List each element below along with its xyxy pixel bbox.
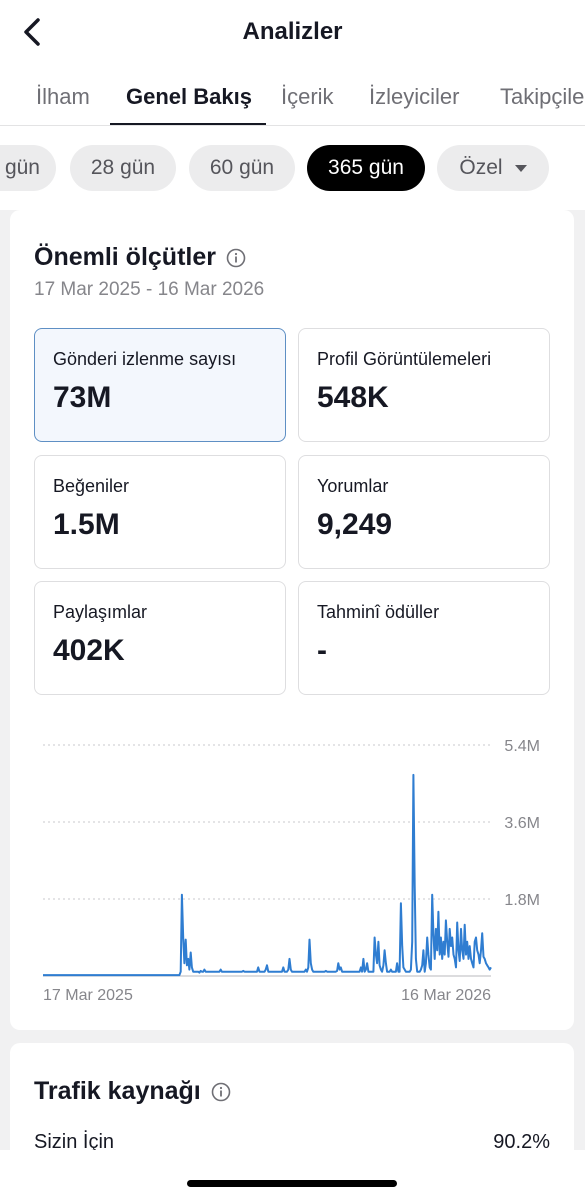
metric-label: Beğeniler (53, 476, 130, 496)
metric-label: Yorumlar (317, 476, 389, 496)
metric-label: Paylaşımlar (53, 602, 148, 622)
back-button[interactable] (14, 14, 50, 50)
series-line (43, 773, 492, 977)
tab-content[interactable]: İçerik (281, 84, 334, 109)
caret-down-icon (514, 164, 527, 172)
metric-card-post-views[interactable]: Gönderi izlenme sayısı 73M (34, 328, 286, 442)
metric-card-profile-views[interactable]: Profil Görüntülemeleri 548K (298, 328, 550, 442)
date-range: 17 Mar 2025 - 16 Mar 2026 (34, 279, 265, 300)
page-title: Analizler (242, 18, 343, 45)
info-icon[interactable] (226, 248, 246, 268)
y-tick-label: 5.4M (504, 738, 540, 755)
traffic-source-value: 90.2% (493, 1131, 550, 1153)
metric-label: Tahminî ödüller (317, 602, 440, 622)
y-tick-label: 3.6M (504, 815, 540, 832)
info-icon[interactable] (211, 1082, 231, 1102)
filter-28-days[interactable]: 28 gün (70, 145, 176, 191)
metric-card-estimated-rewards[interactable]: Tahminî ödüller - (298, 581, 550, 695)
views-line-chart: 17 Mar 2025 16 Mar 2026 1.8M 3.6M 5.4M (43, 738, 540, 1004)
x-tick-label-end: 16 Mar 2026 (401, 987, 491, 1004)
metric-value: 1.5M (53, 508, 120, 541)
metric-card-shares[interactable]: Paylaşımlar 402K (34, 581, 286, 695)
metric-value: 73M (53, 381, 112, 414)
home-indicator[interactable] (187, 1180, 397, 1187)
tab-bar: İlham Genel Bakış İçerik İzleyiciler Tak… (0, 66, 585, 126)
key-metrics-card: Önemli ölçütler 17 Mar 2025 - 16 Mar 202… (10, 210, 574, 1030)
key-metrics-title: Önemli ölçütler (34, 243, 216, 271)
metric-value: 402K (53, 634, 125, 667)
metric-label: Profil Görüntülemeleri (317, 349, 492, 369)
metric-value: 9,249 (317, 508, 393, 541)
traffic-source-label: Sizin İçin (34, 1131, 115, 1153)
x-tick-label-start: 17 Mar 2025 (43, 987, 133, 1004)
tab-viewers[interactable]: İzleyiciler (369, 84, 460, 109)
filter-7-days[interactable]: 7 gün (0, 145, 56, 191)
filter-custom-label: Özel (459, 156, 503, 179)
chevron-left-icon (24, 18, 40, 46)
filter-custom[interactable]: Özel (437, 145, 549, 191)
chart-gridlines (43, 744, 491, 900)
tab-overview[interactable]: Genel Bakış (126, 84, 252, 109)
active-tab-indicator (110, 123, 266, 125)
traffic-heading: Trafik kaynağı (34, 1077, 231, 1106)
metric-value: 548K (317, 381, 389, 414)
y-tick-label: 1.8M (504, 892, 540, 909)
metric-label: Gönderi izlenme sayısı (53, 349, 237, 369)
metric-value: - (317, 634, 327, 667)
home-bar-area (0, 1150, 585, 1200)
metric-card-likes[interactable]: Beğeniler 1.5M (34, 455, 286, 569)
filter-60-days[interactable]: 60 gün (189, 145, 295, 191)
tab-inspiration[interactable]: İlham (36, 84, 90, 109)
metric-card-comments[interactable]: Yorumlar 9,249 (298, 455, 550, 569)
traffic-title: Trafik kaynağı (34, 1077, 201, 1105)
filter-365-days[interactable]: 365 gün (307, 145, 425, 191)
key-metrics-heading: Önemli ölçütler (34, 243, 246, 272)
tab-followers[interactable]: Takipçiler (500, 84, 585, 109)
date-filter-bar: 7 gün 28 gün 60 gün 365 gün Özel (0, 126, 585, 210)
app-header: Analizler (0, 0, 585, 66)
